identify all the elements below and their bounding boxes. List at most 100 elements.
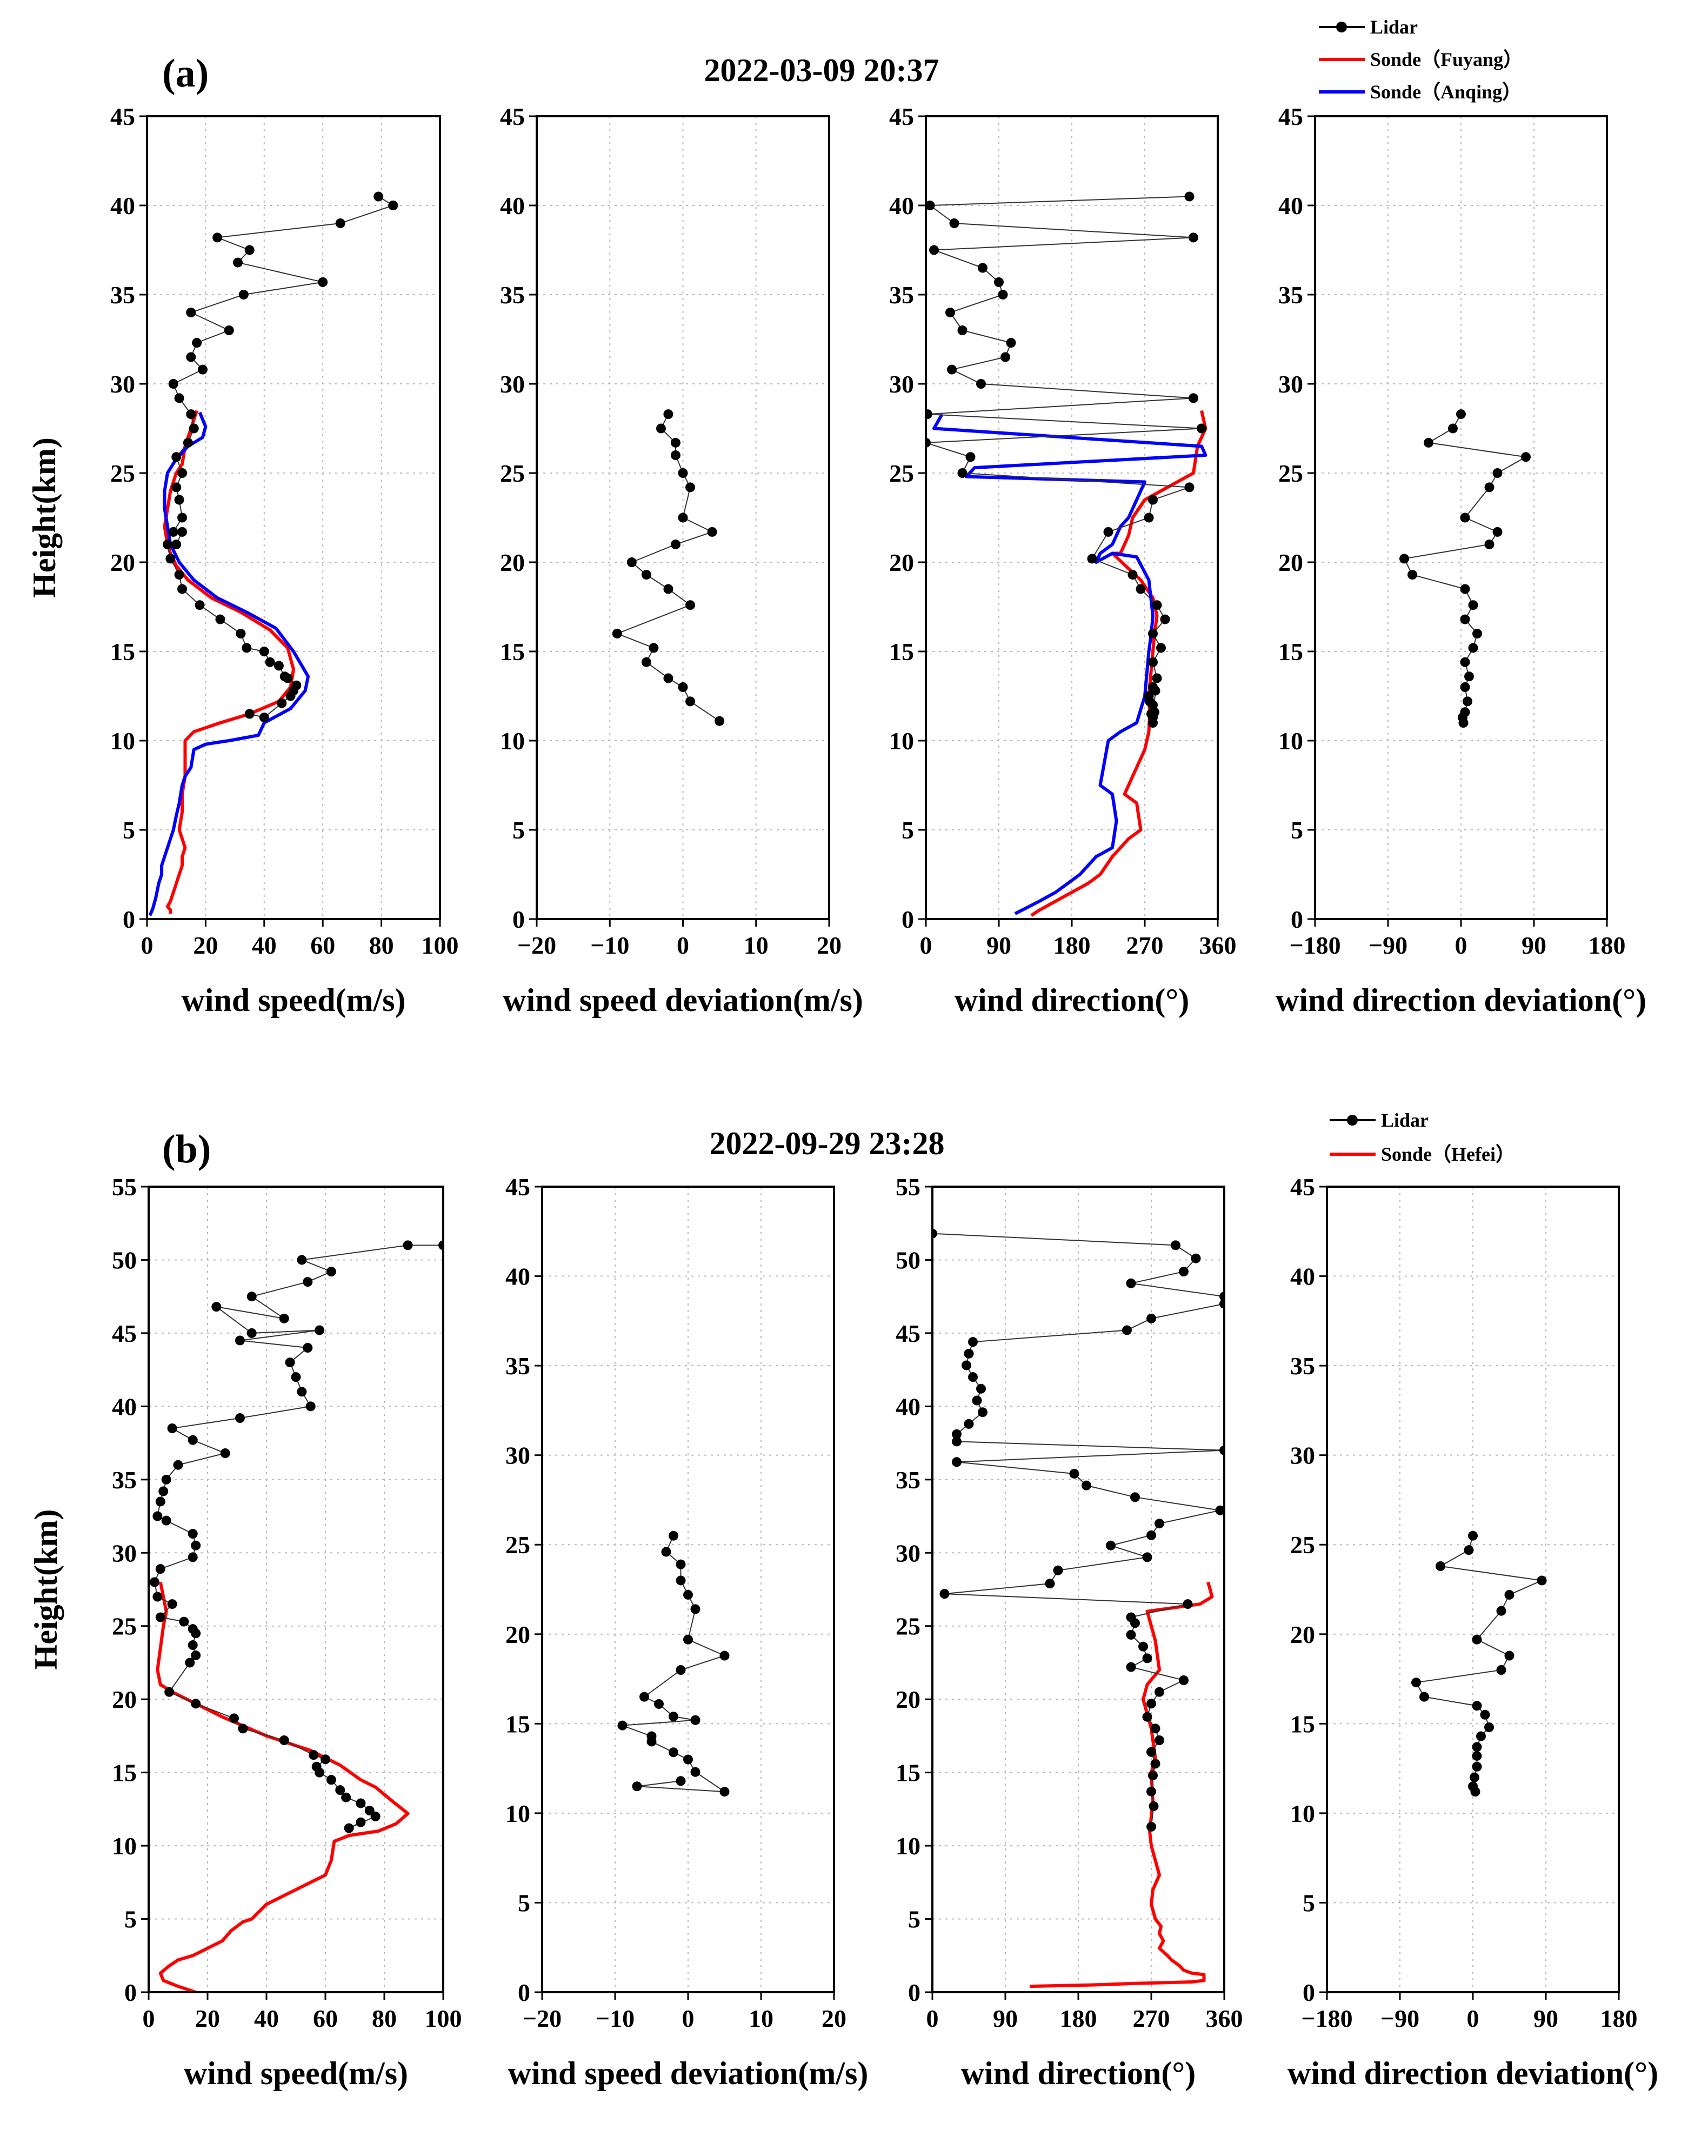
y-tick-label: 20	[1290, 1621, 1315, 1648]
y-tick-label: 55	[896, 1173, 920, 1201]
lidar-point	[220, 1448, 230, 1459]
lidar-point	[211, 1302, 222, 1312]
panel-b-label: (b)	[162, 1127, 211, 1172]
lidar-point	[929, 245, 939, 255]
y-tick-label: 45	[1290, 1173, 1315, 1201]
lidar-point	[188, 1435, 198, 1445]
y-tick-label: 40	[112, 1393, 137, 1420]
lidar-point	[1184, 191, 1195, 202]
lidar-point	[1424, 437, 1433, 448]
lidar-point	[438, 1240, 443, 1250]
plot-area	[148, 191, 398, 916]
lidar-point	[1219, 1445, 1224, 1455]
lidar-point	[233, 257, 243, 268]
lidar-point	[685, 482, 696, 493]
lidar-point	[676, 1559, 686, 1569]
lidar-point	[1130, 1618, 1140, 1628]
lidar-point	[189, 423, 199, 434]
y-tick-label: 40	[110, 192, 135, 219]
x-tick-label: 180	[1060, 2005, 1097, 2032]
x-tick-label: −180	[1301, 2005, 1352, 2032]
axes-b-wind-speed: 0 20 40 60 80 100 0 5 10 15 20 25 30 35 40 45 50 55 wind s…	[28, 1173, 462, 2091]
lidar-point	[155, 1496, 165, 1507]
lidar-point	[356, 1817, 366, 1827]
y-tick-label: 25	[889, 460, 914, 487]
lidar-point	[1460, 584, 1470, 594]
lidar-point	[654, 1699, 664, 1709]
lidar-point	[161, 1515, 171, 1526]
x-tick-label: 20	[822, 2005, 846, 2032]
lidar-point	[191, 1650, 201, 1660]
x-tick-label: 60	[313, 2005, 338, 2032]
lidar-point	[285, 1358, 295, 1368]
lidar-point	[192, 338, 202, 348]
y-tick-label: 25	[505, 1531, 530, 1559]
lidar-point	[297, 1387, 307, 1397]
lidar-point	[291, 1372, 301, 1382]
y-tick-label: 15	[500, 638, 525, 666]
lidar-point	[149, 1577, 159, 1587]
x-tick-label: −20	[523, 2005, 562, 2032]
lidar-point	[1537, 1575, 1547, 1586]
lidar-point	[1142, 1712, 1152, 1722]
lidar-point	[186, 352, 196, 362]
lidar-point	[303, 1277, 313, 1287]
lidar-point	[177, 584, 188, 594]
lidar-point	[678, 468, 688, 478]
lidar-point	[685, 696, 696, 707]
lidar-point	[656, 423, 666, 434]
y-tick-label: 30	[112, 1539, 137, 1567]
lidar-point	[952, 1429, 962, 1439]
lidar-point	[1150, 1724, 1160, 1734]
y-tick-label: 0	[1303, 1979, 1315, 2006]
lidar-point	[259, 713, 269, 723]
lidar-point	[279, 1735, 289, 1746]
y-tick-label: 30	[1290, 1442, 1315, 1469]
lidar-point	[1464, 1545, 1474, 1555]
axes-a-wind-speed: 0 20 40 60 80 100 0 5 10 15 20 25 30 35 40 45 wind speed…	[26, 103, 459, 1018]
lidar-point	[1521, 452, 1531, 462]
x-tick-label: 360	[1206, 2005, 1243, 2032]
lidar-point	[1126, 1662, 1136, 1672]
lidar-point	[976, 1383, 986, 1394]
sonde-hefei-line	[156, 1581, 410, 1992]
y-tick-label: 30	[896, 1539, 920, 1567]
lidar-point	[661, 1547, 671, 1557]
x-tick-label: 0	[677, 931, 689, 959]
lidar-point	[957, 325, 968, 335]
y-tick-label: 20	[896, 1686, 920, 1713]
lidar-point	[926, 437, 931, 448]
lidar-point	[1000, 352, 1010, 362]
lidar-point	[690, 1604, 700, 1614]
lidar-point	[321, 1754, 330, 1765]
lidar-point	[690, 1767, 700, 1777]
lidar-point	[161, 1474, 171, 1485]
lidar-point	[167, 1423, 177, 1433]
lidar-point	[1149, 1801, 1159, 1811]
lidar-point	[165, 554, 176, 564]
lidar-connecting-line	[932, 1233, 1224, 1827]
lidar-point	[1191, 1253, 1201, 1263]
legend-a-anqing-text: Sonde（Anqing）	[1370, 81, 1522, 103]
lidar-point	[1460, 513, 1470, 523]
y-tick-label: 40	[1290, 1263, 1315, 1290]
x-tick-label: 0	[926, 2005, 939, 2032]
lidar-point	[285, 691, 296, 701]
y-tick-label: 5	[902, 816, 914, 844]
axes-a-speed-deviation: −20 −10 0 10 20 0 5 10 15 20 25 30 35 40 45 wind speed …	[500, 103, 863, 1018]
lidar-point	[356, 1798, 366, 1808]
y-tick-label: 35	[500, 281, 525, 309]
lidar-point	[168, 379, 178, 389]
lidar-point	[1146, 1313, 1156, 1323]
lidar-point	[1179, 1675, 1189, 1685]
lidar-point	[957, 468, 968, 478]
y-tick-label: 45	[889, 103, 914, 130]
y-tick-label: 20	[110, 549, 135, 576]
y-tick-label: 30	[505, 1442, 530, 1469]
lidar-point	[162, 540, 172, 549]
y-tick-label: 50	[896, 1246, 920, 1274]
lidar-point	[1460, 657, 1470, 667]
lidar-point	[1136, 584, 1146, 594]
lidar-point	[945, 308, 955, 317]
lidar-point	[641, 657, 651, 667]
